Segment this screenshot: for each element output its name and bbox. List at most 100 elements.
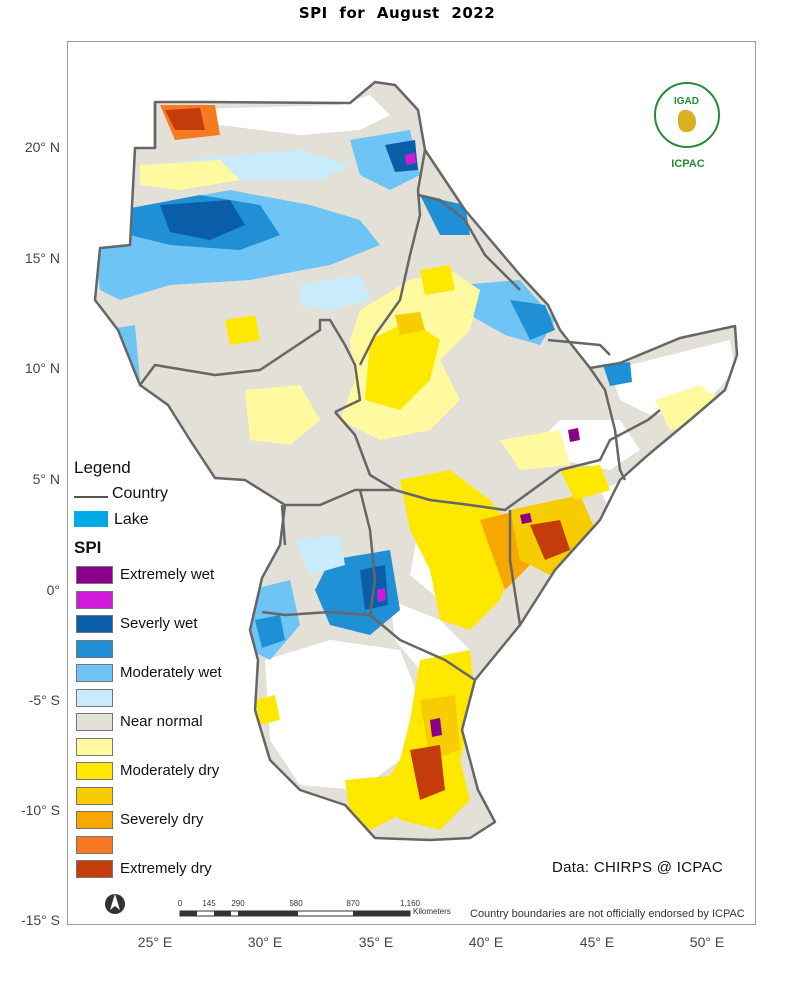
dry-area (500, 430, 570, 470)
border-drc (280, 504, 287, 546)
spi-class-swatch (76, 811, 113, 829)
spi-class-swatch (76, 566, 113, 584)
border-ssd-ethiopia (334, 411, 396, 492)
map-frame (67, 41, 756, 925)
spi-class-swatch (76, 737, 113, 756)
border-kenya-somalia (508, 510, 522, 626)
extremely-wet-area (377, 588, 386, 602)
spi-class-swatch (76, 713, 113, 731)
dry-area (410, 745, 445, 800)
country-boundaries (93, 80, 739, 842)
latitude-label: 20° N (24, 139, 60, 155)
scale-tick-label: 870 (346, 899, 360, 908)
spi-class-swatch (76, 688, 113, 707)
no-data-area (265, 640, 420, 790)
map-title: SPI for August 2022 (298, 4, 496, 22)
longitude-label: 35° E (358, 934, 394, 950)
dry-area (365, 320, 440, 410)
spi-class-swatch (76, 786, 113, 805)
logo-ring-icon (654, 82, 720, 148)
wet-area (255, 615, 285, 648)
spi-class-label: Extremely dry (120, 860, 212, 877)
boundary-disclaimer: Country boundaries are not officially en… (470, 908, 745, 920)
dry-area (245, 385, 320, 445)
scale-tick-label: 0 (177, 899, 183, 908)
country-label: Country (112, 485, 169, 502)
border-sudan-south (139, 318, 362, 414)
border-ssd-south (285, 488, 395, 507)
spi-class-swatch (76, 664, 113, 682)
scale-tick-label: 145 (202, 899, 216, 908)
latitude-label: 15° N (24, 250, 60, 266)
dry-area (400, 470, 520, 630)
dry-area (560, 465, 610, 500)
dry-area (225, 315, 260, 345)
extremely-wet-area (568, 428, 580, 442)
latitude-label: -5° S (28, 692, 60, 708)
dry-area (140, 160, 240, 190)
scale-tick-label: 1,160 (399, 899, 421, 908)
dry-area (420, 265, 455, 295)
spi-class-label: Moderately dry (120, 762, 220, 779)
border-uganda-kenya (358, 489, 377, 616)
dry-area (395, 312, 425, 335)
africa-icon (678, 110, 696, 132)
longitude-label: 40° E (468, 934, 504, 950)
latitude-label: 0° (46, 582, 60, 598)
spi-raster (95, 95, 735, 830)
extremely-wet-area (405, 153, 416, 165)
scale-tick-label: 290 (231, 899, 245, 908)
dry-area (165, 108, 205, 130)
lake-swatch (74, 511, 108, 527)
border-tanzania-west (261, 610, 286, 617)
scale-bar (179, 910, 411, 917)
logo-igad-text: IGAD (674, 96, 699, 107)
border-ethiopia-east (394, 409, 661, 512)
region-outline (93, 80, 739, 842)
extremely-wet-area (430, 718, 442, 737)
longitude-label: 30° E (247, 934, 283, 950)
longitude-label: 45° E (579, 934, 615, 950)
wet-area (300, 275, 370, 310)
spi-legend-title: SPI (74, 538, 102, 557)
north-arrow-icon (105, 894, 125, 914)
border-sudan-ethiopia (358, 149, 427, 366)
wet-area (105, 325, 140, 390)
legend-title: Legend (74, 458, 131, 477)
scale-unit-label: Kilometers (413, 907, 451, 916)
spi-class-swatch (76, 590, 113, 609)
extremely-wet-area (520, 513, 532, 524)
longitude-label: 50° E (689, 934, 725, 950)
spi-class-swatch (76, 835, 113, 854)
icpac-logo: IGAD ICPAC (650, 80, 726, 176)
border-eritrea (417, 193, 521, 291)
spi-class-label: Severly wet (120, 615, 198, 632)
wet-area (295, 535, 345, 575)
logo-name: ICPAC (671, 158, 705, 170)
spi-class-swatch (76, 639, 113, 658)
spi-class-label: Moderately wet (120, 664, 222, 681)
spi-class-swatch (76, 615, 113, 633)
dry-area (255, 695, 280, 725)
dry-area (530, 520, 570, 560)
lake-label: Lake (114, 511, 149, 528)
latitude-label: 10° N (24, 360, 60, 376)
spi-class-label: Extremely wet (120, 566, 215, 583)
border-lake-victoria (284, 610, 476, 682)
wet-area (603, 362, 632, 386)
latitude-label: 5° N (32, 471, 60, 487)
dry-area (345, 775, 410, 830)
spi-class-swatch (76, 860, 113, 878)
border-somalia (588, 367, 627, 481)
no-data-area (160, 95, 390, 135)
longitude-label: 25° E (137, 934, 173, 950)
data-credit: Data: CHIRPS @ ICPAC (552, 859, 723, 876)
latitude-label: -15° S (20, 912, 60, 928)
latitude-label: -10° S (20, 802, 60, 818)
wet-area (420, 195, 470, 235)
spi-class-swatch (76, 762, 113, 780)
spi-class-label: Near normal (120, 713, 203, 730)
border-somaliland (547, 338, 611, 356)
spi-class-label: Severely dry (120, 811, 204, 828)
